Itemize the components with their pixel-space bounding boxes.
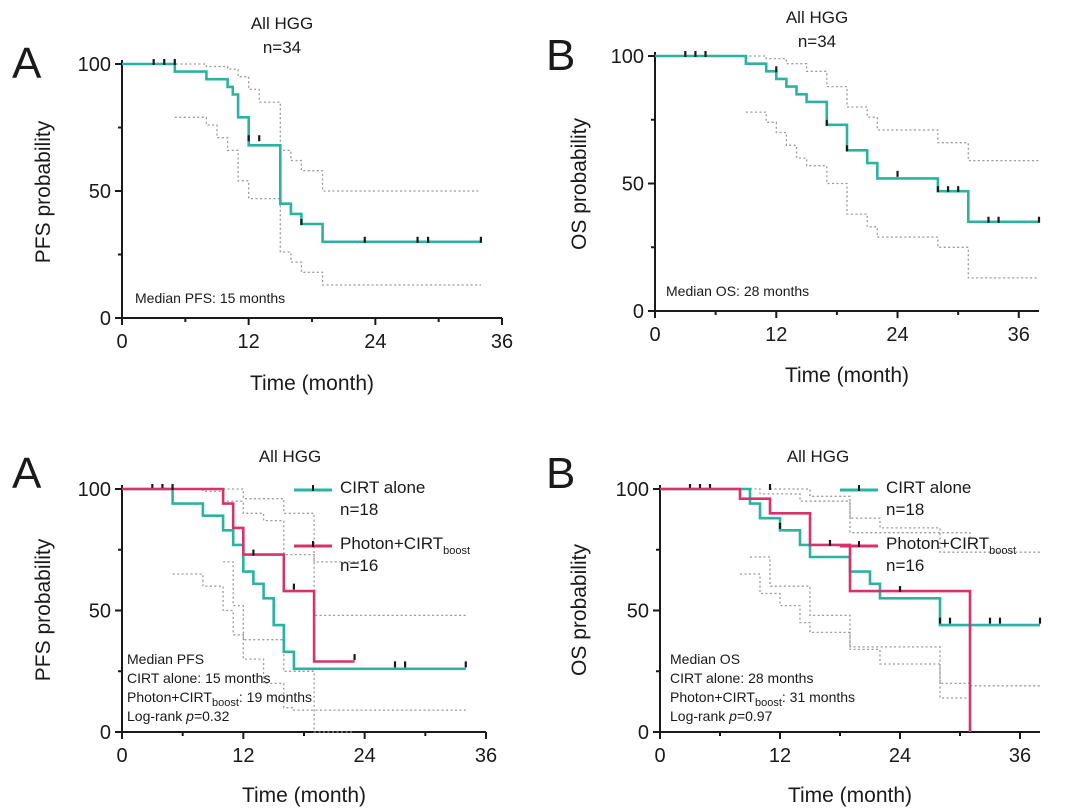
- legend-label: CIRT alone: [340, 478, 425, 497]
- panel-letter: A: [12, 449, 42, 498]
- y-tick-label: 0: [100, 308, 111, 330]
- x-tick-label: 24: [354, 745, 376, 767]
- note-line: Log-rank p=0.97: [670, 708, 773, 724]
- chart-subtitle: n=34: [263, 38, 301, 57]
- x-axis-label: Time (month): [250, 372, 374, 395]
- panel-top-pfs: A All HGG n=34 PFS probability Time (month) 0…: [0, 0, 540, 400]
- ci-curve: [660, 488, 1040, 553]
- x-axis-label: Time (month): [242, 784, 366, 807]
- note-line: Median PFS: 15 months: [135, 290, 285, 306]
- panel-letter: B: [546, 31, 575, 80]
- chart-bottom-os: B All HGG OS probability Time (month) 0 50 100…: [546, 447, 1042, 807]
- x-tick-label: 0: [116, 745, 127, 767]
- panel-top-os: B All HGG n=34 OS probability Time (month) 0 5…: [540, 0, 1080, 400]
- ci-curve: [745, 111, 1039, 279]
- survival-curve-cirt-alone: [122, 487, 466, 671]
- x-tick-label: 0: [654, 745, 665, 767]
- survival-curve-cirt-alone: [660, 487, 1040, 627]
- y-tick-label: 50: [622, 174, 644, 196]
- y-tick-label: 0: [100, 722, 111, 744]
- panel-letter: B: [546, 449, 575, 498]
- ci-curve: [172, 573, 466, 711]
- y-tick-label: 50: [627, 601, 649, 623]
- note-line: Median PFS: [127, 651, 204, 667]
- x-tick-label: 12: [232, 745, 254, 767]
- note-line: CIRT alone: 28 months: [670, 670, 813, 686]
- chart-top-os: B All HGG n=34 OS probability Time (month) 0 5…: [546, 8, 1041, 387]
- y-axis-label: PFS probability: [32, 120, 55, 263]
- ci-curve: [174, 116, 481, 286]
- y-tick-label: 100: [616, 479, 649, 501]
- y-tick-label: 0: [638, 722, 649, 744]
- x-tick-label: 0: [649, 324, 660, 346]
- x-tick-label: 36: [475, 745, 497, 767]
- y-tick-label: 100: [611, 46, 644, 68]
- x-tick-label: 12: [238, 331, 260, 353]
- legend-n: n=18: [886, 500, 924, 519]
- chart-title: All HGG: [259, 447, 321, 466]
- panel-bottom-os: B All HGG OS probability Time (month) 0 50 100…: [540, 400, 1080, 807]
- survival-curve-photon-cirt-boost: [660, 487, 972, 732]
- ci-curve: [122, 63, 481, 192]
- panel-letter: A: [12, 39, 42, 88]
- x-axis-label: Time (month): [788, 784, 912, 807]
- note-line: Log-rank p=0.32: [127, 708, 230, 724]
- x-tick-label: 12: [765, 324, 787, 346]
- note-line: Median OS: [670, 651, 740, 667]
- chart-bottom-pfs: A All HGG PFS probability Time (month) 0 50 10…: [12, 447, 497, 807]
- x-tick-label: 24: [889, 745, 911, 767]
- chart-title: All HGG: [251, 14, 313, 33]
- y-axis-label: OS probability: [568, 118, 591, 250]
- note-line: Median OS: 28 months: [666, 283, 809, 299]
- y-axis-label: OS probability: [568, 544, 591, 676]
- y-tick-label: 100: [78, 479, 111, 501]
- legend-n: n=16: [886, 556, 924, 575]
- y-tick-label: 50: [89, 601, 111, 623]
- chart-top-pfs: A All HGG n=34 PFS probability Time (month) 0…: [12, 14, 513, 395]
- panel-bottom-pfs: A All HGG PFS probability Time (month) 0 50 10…: [0, 400, 540, 807]
- chart-title: All HGG: [787, 447, 849, 466]
- survival-curve-photon-cirt-boost: [122, 487, 355, 663]
- legend-label: Photon+CIRTboost: [886, 534, 1016, 557]
- y-tick-label: 100: [78, 54, 111, 76]
- x-tick-label: 24: [364, 331, 386, 353]
- legend-label: CIRT alone: [886, 478, 971, 497]
- legend-label: Photon+CIRTboost: [340, 534, 470, 557]
- y-tick-label: 50: [89, 181, 111, 203]
- survival-curve-all-hgg: [655, 54, 1039, 224]
- ci-curve: [223, 561, 355, 733]
- legend-n: n=18: [340, 500, 378, 519]
- y-tick-label: 0: [633, 301, 644, 323]
- legend-n: n=16: [340, 556, 378, 575]
- note-line: CIRT alone: 15 months: [127, 670, 270, 686]
- ci-curve: [223, 488, 365, 563]
- x-tick-label: 12: [769, 745, 791, 767]
- survival-curve-all-hgg: [122, 62, 481, 244]
- x-tick-label: 36: [1008, 324, 1030, 346]
- x-tick-label: 0: [116, 331, 127, 353]
- ci-curve: [770, 488, 971, 538]
- x-tick-label: 36: [1009, 745, 1031, 767]
- x-tick-label: 36: [491, 331, 513, 353]
- y-axis-label: PFS probability: [32, 538, 55, 681]
- chart-subtitle: n=34: [798, 32, 836, 51]
- note-line: Photon+CIRTboost: 19 months: [127, 689, 312, 709]
- chart-title: All HGG: [786, 8, 848, 27]
- note-line: Photon+CIRTboost: 31 months: [670, 689, 855, 709]
- x-tick-label: 24: [886, 324, 908, 346]
- x-axis-label: Time (month): [785, 364, 909, 387]
